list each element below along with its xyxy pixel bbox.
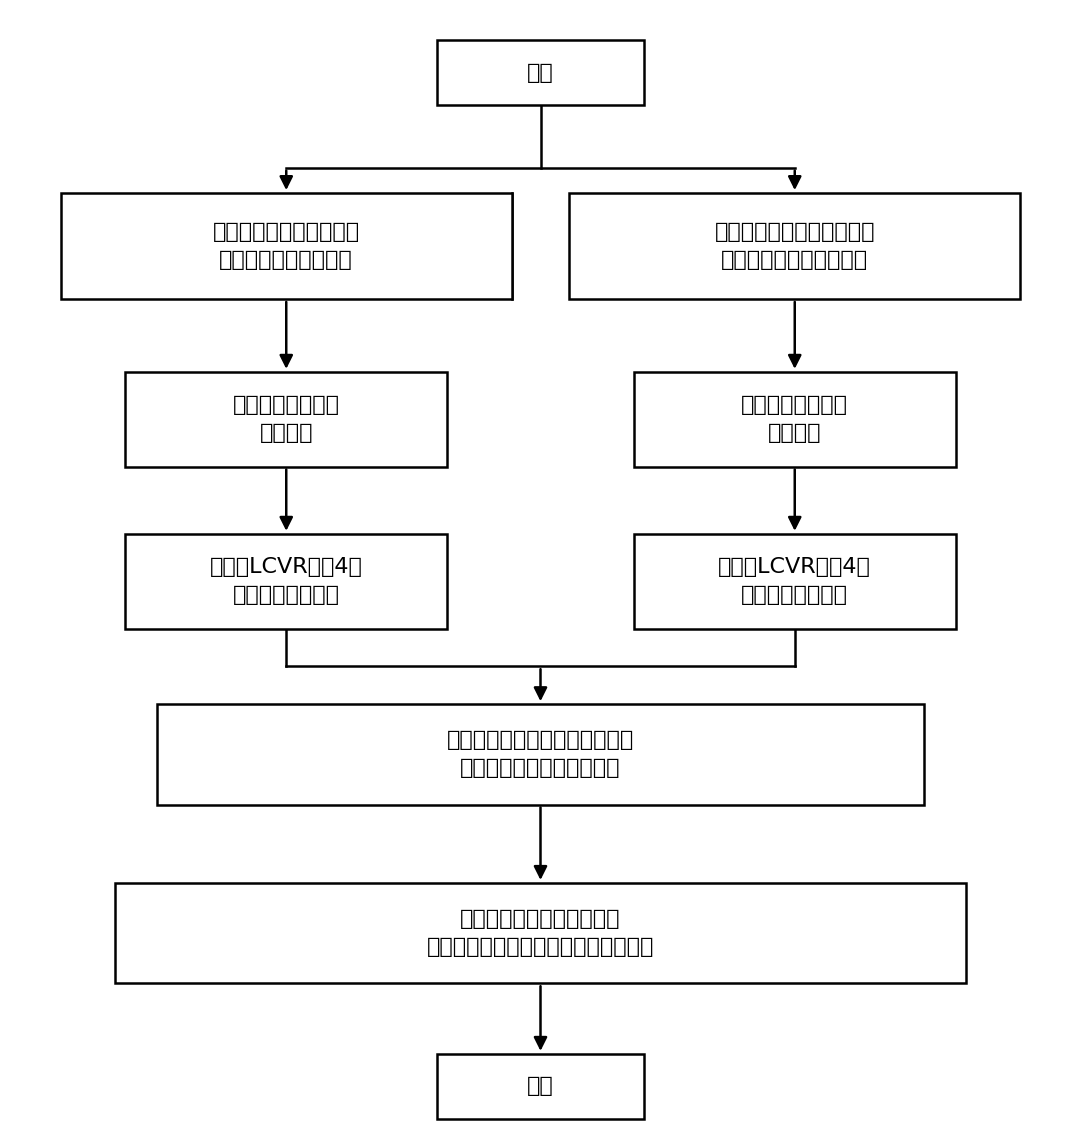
Bar <box>633 372 956 466</box>
Bar <box>569 193 1020 299</box>
Bar <box>125 534 448 628</box>
Bar <box>437 40 644 105</box>
Text: 开始: 开始 <box>528 63 553 83</box>
Bar <box>633 534 956 628</box>
Text: 设置光学系统通道二的光轴
方向竖直，对准地物目标: 设置光学系统通道二的光轴 方向竖直，对准地物目标 <box>715 222 875 270</box>
Text: 对光谱图像进行数据处理，
得到天空光、地物光的全偏振光谱信息: 对光谱图像进行数据处理， 得到天空光、地物光的全偏振光谱信息 <box>427 909 654 958</box>
Bar <box>115 882 966 984</box>
Text: 设置光学系统通道一的光
轴方向竖直，对准天空: 设置光学系统通道一的光 轴方向竖直，对准天空 <box>213 222 360 270</box>
Bar <box>157 705 924 805</box>
Bar <box>125 372 448 466</box>
Text: 结束: 结束 <box>528 1076 553 1097</box>
Text: 对两片LCVR设置4组
不同的相位延迟值: 对两片LCVR设置4组 不同的相位延迟值 <box>718 557 871 605</box>
Text: 旋转滤光轮到所需
探测波长: 旋转滤光轮到所需 探测波长 <box>232 396 339 443</box>
Bar <box>61 193 512 299</box>
Text: 旋转滤光轮到所需
探测波长: 旋转滤光轮到所需 探测波长 <box>742 396 849 443</box>
Text: 计算机控制双通道图像采集卡，
同步采集双通道的光谱图像: 计算机控制双通道图像采集卡， 同步采集双通道的光谱图像 <box>446 731 635 779</box>
Text: 对两片LCVR设置4组
不同的相位延迟值: 对两片LCVR设置4组 不同的相位延迟值 <box>210 557 363 605</box>
Bar <box>437 1053 644 1118</box>
